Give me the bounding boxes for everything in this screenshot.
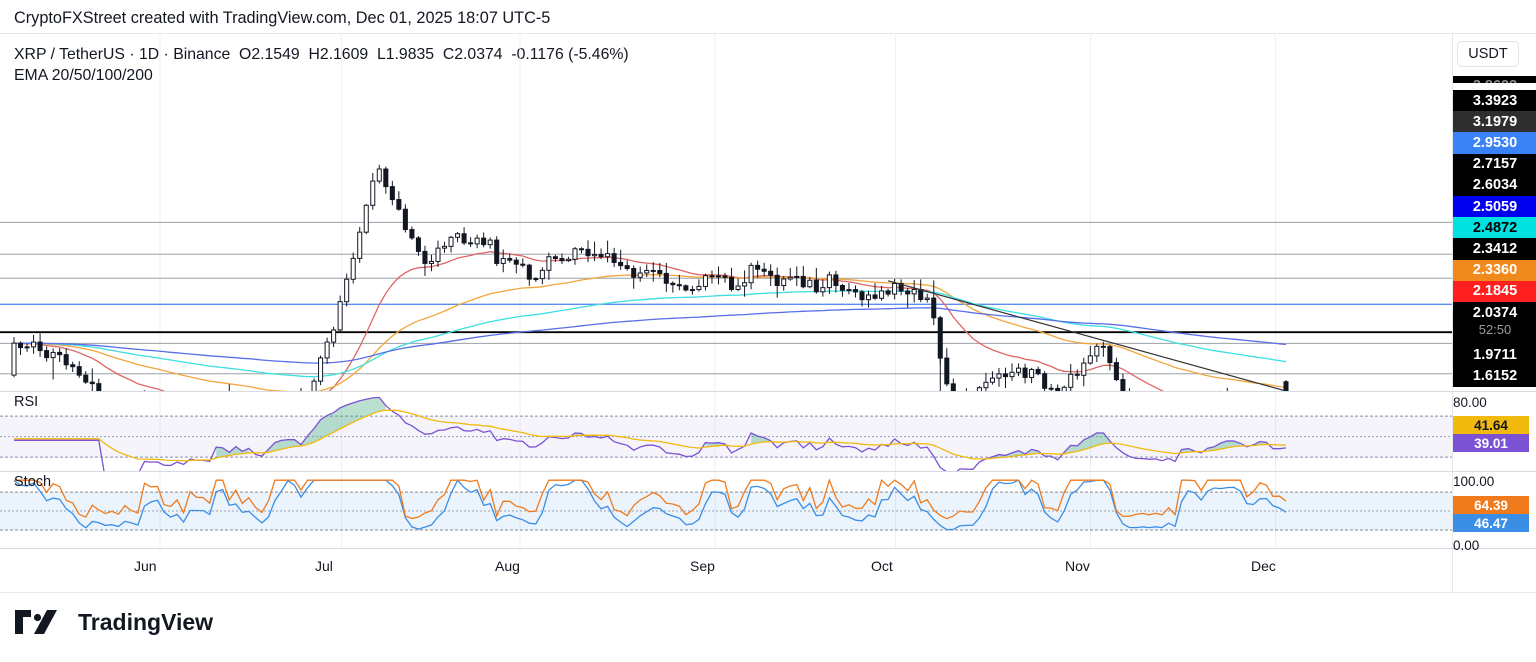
svg-text:Stoch: Stoch [14,474,51,490]
svg-text:RSI: RSI [14,394,38,410]
